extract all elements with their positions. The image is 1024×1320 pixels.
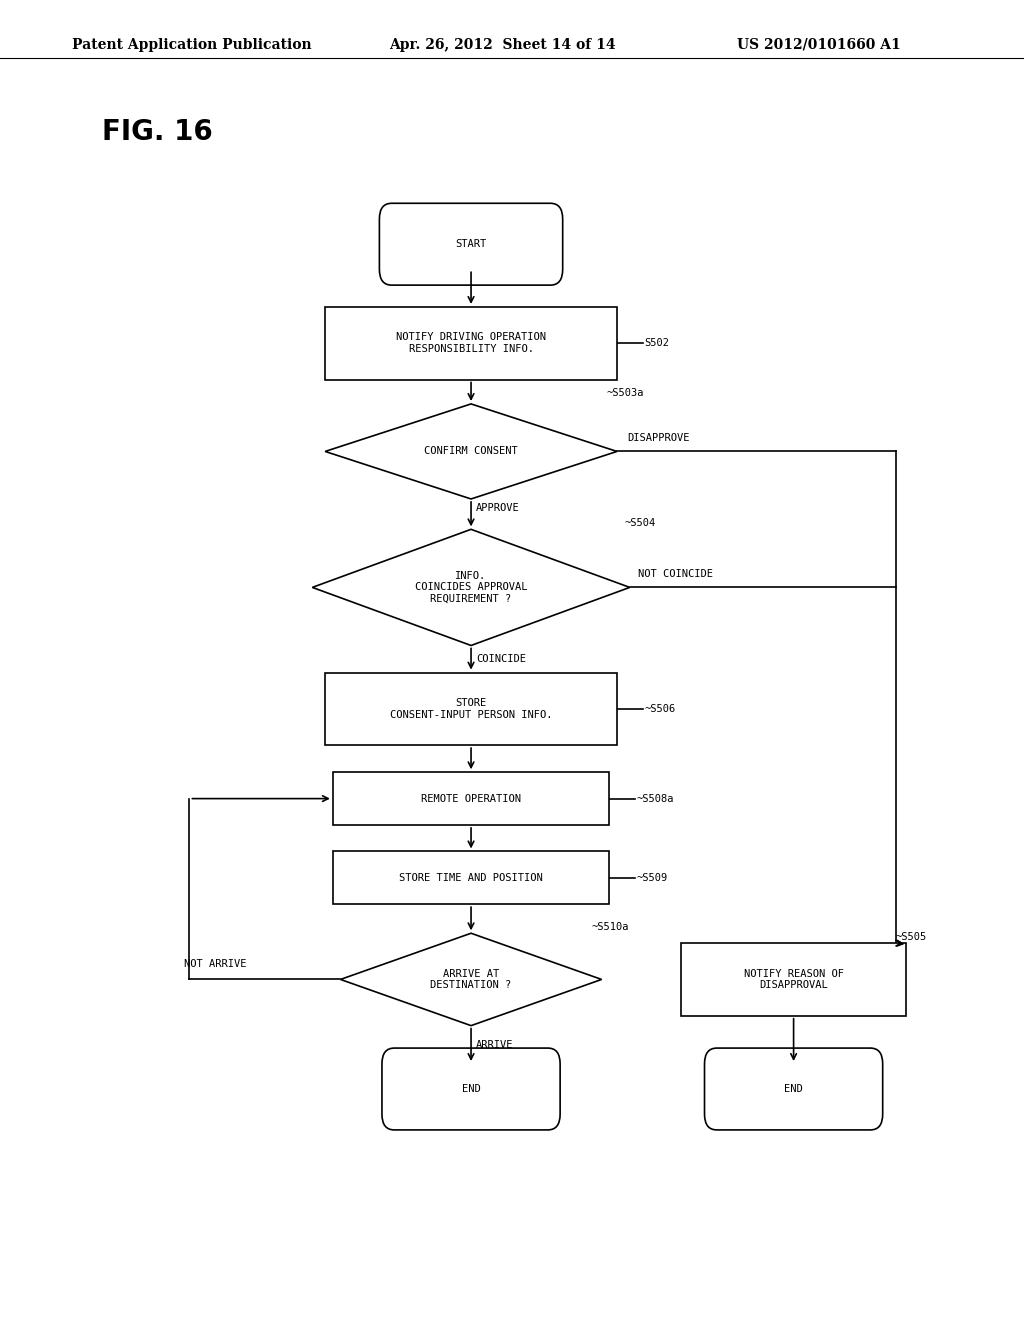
Text: INFO.
COINCIDES APPROVAL
REQUIREMENT ?: INFO. COINCIDES APPROVAL REQUIREMENT ? xyxy=(415,570,527,605)
Bar xyxy=(326,306,616,380)
Text: START: START xyxy=(456,239,486,249)
Text: NOT ARRIVE: NOT ARRIVE xyxy=(184,958,247,969)
Text: FIG. 16: FIG. 16 xyxy=(102,117,213,147)
Bar xyxy=(326,672,616,744)
Text: ~S509: ~S509 xyxy=(637,873,669,883)
Text: ~S508a: ~S508a xyxy=(637,793,675,804)
Polygon shape xyxy=(312,529,630,645)
Polygon shape xyxy=(326,404,616,499)
Bar xyxy=(333,772,609,825)
FancyBboxPatch shape xyxy=(705,1048,883,1130)
Text: NOTIFY REASON OF
DISAPPROVAL: NOTIFY REASON OF DISAPPROVAL xyxy=(743,969,844,990)
Text: STORE
CONSENT-INPUT PERSON INFO.: STORE CONSENT-INPUT PERSON INFO. xyxy=(390,698,552,719)
Text: NOTIFY DRIVING OPERATION
RESPONSIBILITY INFO.: NOTIFY DRIVING OPERATION RESPONSIBILITY … xyxy=(396,333,546,354)
Polygon shape xyxy=(340,933,602,1026)
Text: ARRIVE: ARRIVE xyxy=(476,1040,514,1049)
Text: ~S506: ~S506 xyxy=(645,704,676,714)
Text: ~S510a: ~S510a xyxy=(592,921,629,932)
FancyBboxPatch shape xyxy=(379,203,563,285)
FancyBboxPatch shape xyxy=(382,1048,560,1130)
Text: DISAPPROVE: DISAPPROVE xyxy=(627,433,690,444)
Bar xyxy=(333,851,609,904)
Text: REMOTE OPERATION: REMOTE OPERATION xyxy=(421,793,521,804)
Text: Patent Application Publication: Patent Application Publication xyxy=(72,38,311,51)
Text: END: END xyxy=(784,1084,803,1094)
Text: US 2012/0101660 A1: US 2012/0101660 A1 xyxy=(737,38,901,51)
Text: APPROVE: APPROVE xyxy=(476,503,520,512)
Text: END: END xyxy=(462,1084,480,1094)
Text: S502: S502 xyxy=(645,338,670,348)
Text: Apr. 26, 2012  Sheet 14 of 14: Apr. 26, 2012 Sheet 14 of 14 xyxy=(389,38,615,51)
Text: COINCIDE: COINCIDE xyxy=(476,653,526,664)
Text: ~S504: ~S504 xyxy=(625,517,656,528)
Text: ~S505: ~S505 xyxy=(896,932,928,941)
Text: STORE TIME AND POSITION: STORE TIME AND POSITION xyxy=(399,873,543,883)
Text: CONFIRM CONSENT: CONFIRM CONSENT xyxy=(424,446,518,457)
Text: ARRIVE AT
DESTINATION ?: ARRIVE AT DESTINATION ? xyxy=(430,969,512,990)
Text: ~S503a: ~S503a xyxy=(606,388,644,399)
Text: NOT COINCIDE: NOT COINCIDE xyxy=(638,569,713,579)
Bar xyxy=(681,942,906,1016)
